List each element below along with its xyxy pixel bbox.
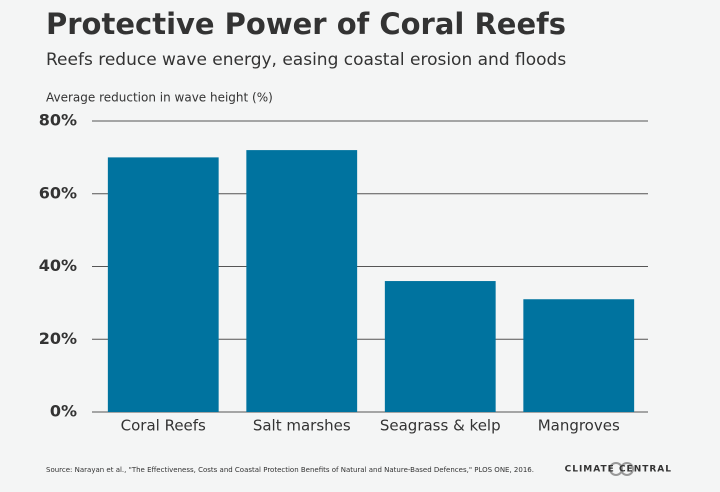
bar <box>384 281 496 412</box>
y-tick-label: 40% <box>39 256 77 275</box>
y-tick-label: 20% <box>39 329 77 348</box>
x-tick-label: Salt marshes <box>253 417 351 435</box>
x-tick-label: Seagrass & kelp <box>380 417 501 435</box>
brand-logo <box>609 462 634 476</box>
bar <box>523 299 635 412</box>
bar <box>246 150 358 412</box>
y-tick-label: 60% <box>39 183 77 202</box>
source: Source: Narayan et al., "The Effectivene… <box>46 466 534 474</box>
y-tick-label: 0% <box>50 402 77 421</box>
x-tick-label: Mangroves <box>538 417 620 435</box>
y-axis-label: Average reduction in wave height (%) <box>46 91 273 105</box>
logo-ring <box>620 462 634 476</box>
y-tick-label: 80% <box>39 111 77 130</box>
chart-subtitle: Reefs reduce wave energy, easing coastal… <box>46 50 566 70</box>
bar <box>107 157 219 412</box>
x-tick-label: Coral Reefs <box>121 417 206 435</box>
chart-title: Protective Power of Coral Reefs <box>46 7 566 41</box>
brand: CLIMATE CENTRAL <box>565 465 672 475</box>
